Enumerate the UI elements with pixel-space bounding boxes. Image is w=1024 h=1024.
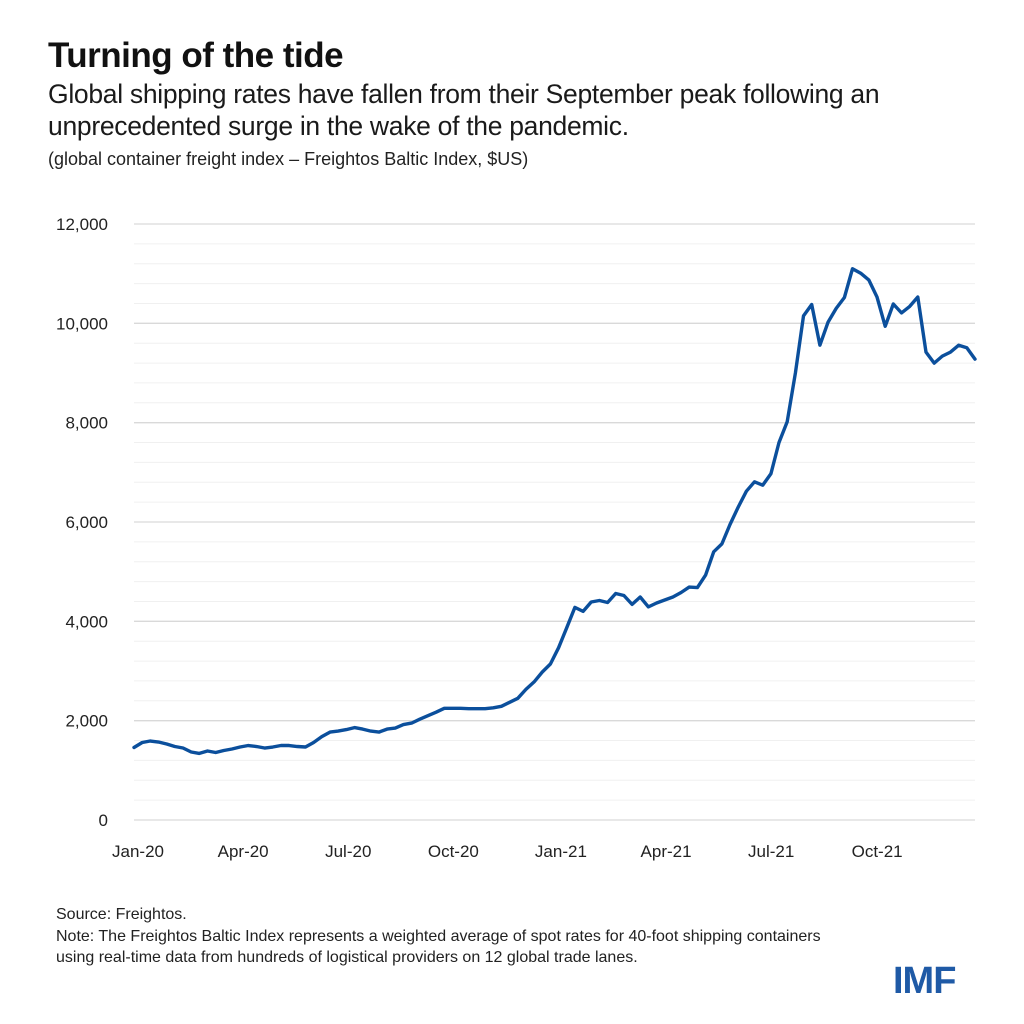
x-tick-label: Jul-21 [748,842,794,861]
x-tick-label: Jul-20 [325,842,371,861]
y-tick-label: 6,000 [65,513,108,532]
y-tick-label: 4,000 [65,612,108,631]
x-tick-label: Apr-21 [641,842,692,861]
x-tick-label: Oct-21 [852,842,903,861]
x-tick-label: Oct-20 [428,842,479,861]
series-line-freightos-index [132,267,977,756]
y-tick-label: 2,000 [65,712,108,731]
x-axis: Jan-20 Apr-20 Jul-20 Oct-20 Jan-21 Apr-21 Jul-… [112,842,903,861]
y-tick-label: 8,000 [65,414,108,433]
source-note: Source: Freightos. [56,906,187,923]
y-tick-label: 10,000 [56,314,108,333]
grid-lines [134,223,975,821]
footer-notes: Source: Freightos. Note: The Freightos B… [56,904,856,969]
x-tick-label: Jan-20 [112,842,164,861]
x-tick-label: Apr-20 [218,842,269,861]
x-tick-label: Jan-21 [535,842,587,861]
y-tick-label: 0 [99,811,108,830]
y-axis: 0 2,000 4,000 6,000 8,000 10,000 12,000 [56,215,108,830]
chart-units: (global container freight index – Freigh… [48,149,529,169]
imf-logo: IMF [893,960,956,1002]
chart-subtitle: Global shipping rates have fallen from t… [48,79,880,141]
chart-title: Turning of the tide [48,36,344,75]
y-tick-label: 12,000 [56,215,108,234]
methodology-note: Note: The Freightos Baltic Index represe… [56,927,821,967]
